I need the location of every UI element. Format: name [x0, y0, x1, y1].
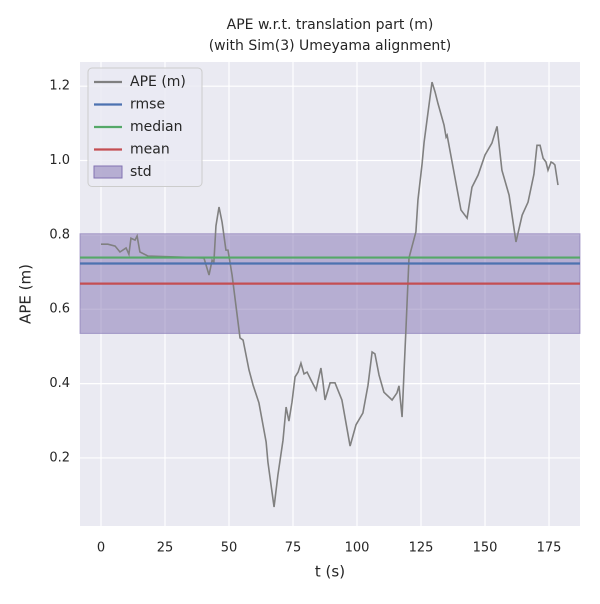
- y-tick-label: 1.0: [49, 153, 70, 168]
- chart-subtitle: (with Sim(3) Umeyama alignment): [209, 38, 452, 54]
- y-tick-label: 0.4: [49, 376, 70, 391]
- x-tick-label: 150: [473, 541, 498, 556]
- x-tick-label: 100: [345, 541, 370, 556]
- legend-box: [87, 67, 203, 187]
- x-axis-label: t (s): [315, 563, 345, 581]
- legend-swatch: [93, 165, 123, 179]
- y-tick-label: 0.8: [49, 227, 70, 242]
- x-tick-label: 25: [157, 541, 174, 556]
- legend-label: APE (m): [130, 74, 186, 90]
- legend-label: mean: [130, 142, 170, 158]
- x-tick-label: 0: [97, 541, 105, 556]
- y-axis-label: APE (m): [17, 264, 35, 324]
- y-tick-label: 1.2: [49, 79, 70, 94]
- x-tick-label: 175: [537, 541, 562, 556]
- ape-line: [100, 81, 559, 508]
- legend-label: std: [130, 164, 152, 180]
- y-tick-label: 0.6: [49, 302, 70, 317]
- y-tick-label: 0.2: [49, 450, 70, 465]
- legend-label: rmse: [130, 97, 165, 113]
- chart-title: APE w.r.t. translation part (m): [227, 17, 434, 33]
- x-tick-label: 50: [221, 541, 238, 556]
- x-tick-label: 125: [409, 541, 434, 556]
- x-tick-label: 75: [285, 541, 302, 556]
- legend-label: median: [130, 119, 182, 135]
